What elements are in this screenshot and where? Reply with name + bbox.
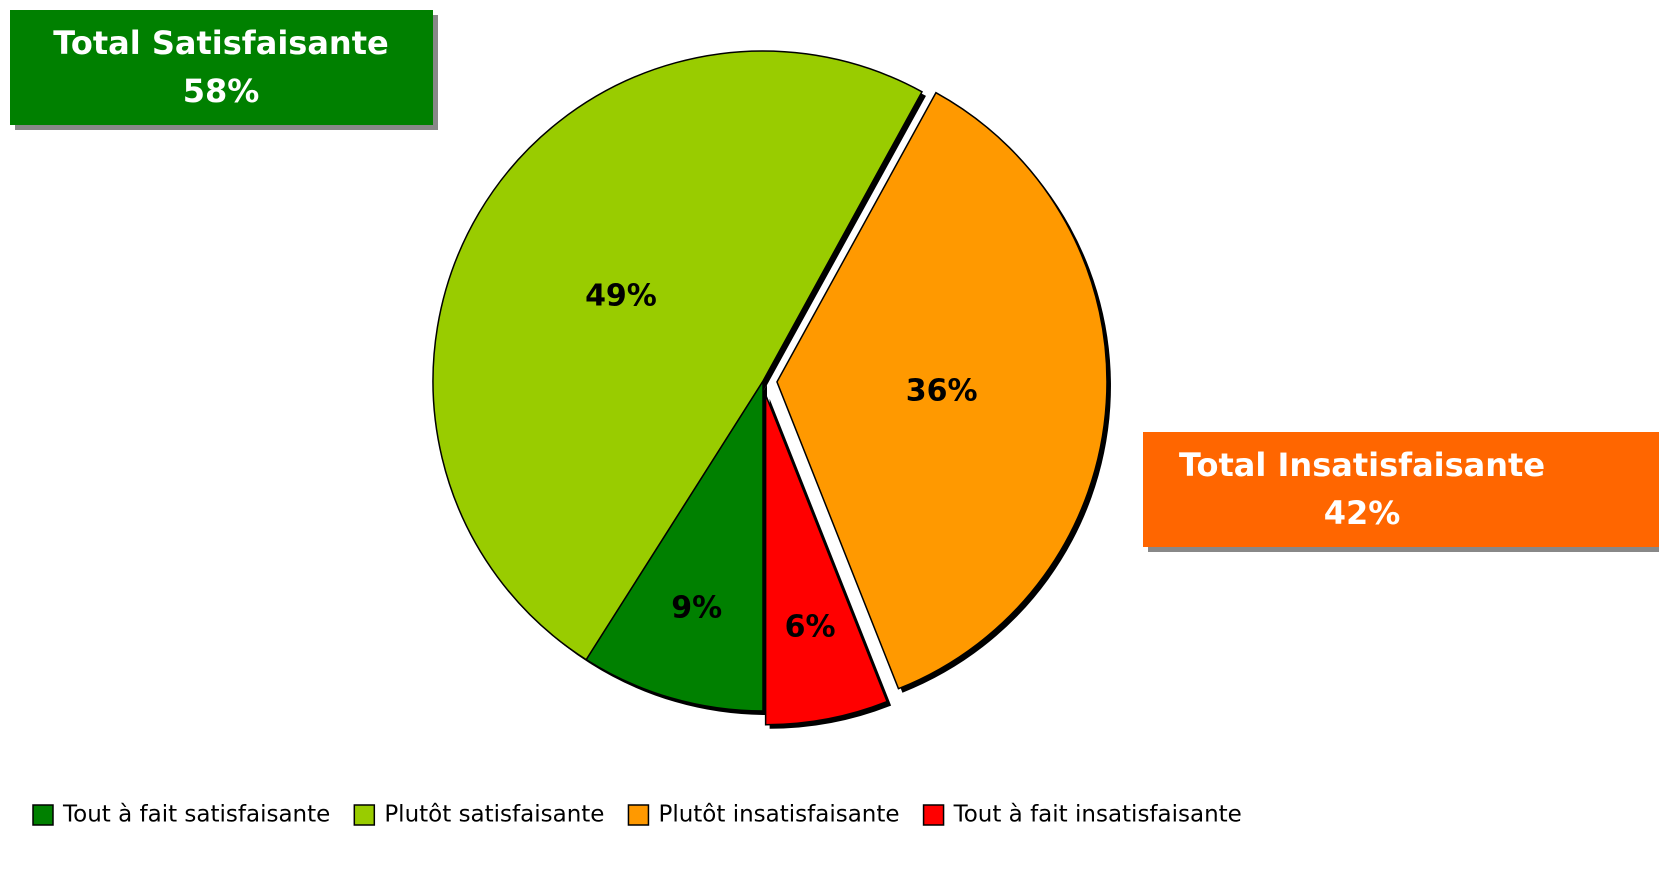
annotation-box [1143, 432, 1659, 547]
annotation-text: Total Satisfaisante [53, 24, 388, 62]
annotation-text: Total Insatisfaisante [1179, 446, 1545, 484]
slices [432, 50, 1108, 726]
data-label: 36% [906, 374, 978, 409]
slice [585, 378, 764, 712]
legend-label: Plutôt satisfaisante [384, 802, 604, 828]
data-label: 9% [671, 591, 722, 626]
legend-swatch [32, 804, 54, 826]
legend-label: Tout à fait satisfaisante [62, 802, 330, 828]
data-label: 49% [585, 279, 657, 314]
labels: 9% 49% 36% 6% [585, 279, 977, 645]
slice [764, 394, 889, 726]
annotation-label: 42% [1324, 494, 1401, 532]
legend: Tout à fait satisfaisante Plutôt satisfai… [32, 802, 1242, 828]
legend-label: Plutôt insatisfaisante [658, 802, 899, 828]
annotation-box [10, 10, 433, 125]
slice [776, 91, 1108, 690]
annotation-label: 58% [183, 72, 260, 110]
legend-swatch [922, 804, 945, 826]
legend-swatch [353, 804, 376, 826]
slice [432, 50, 923, 661]
data-label: 6% [785, 610, 836, 645]
legend-label: Tout à fait insatisfaisante [953, 802, 1242, 828]
legend-swatch [627, 804, 650, 826]
